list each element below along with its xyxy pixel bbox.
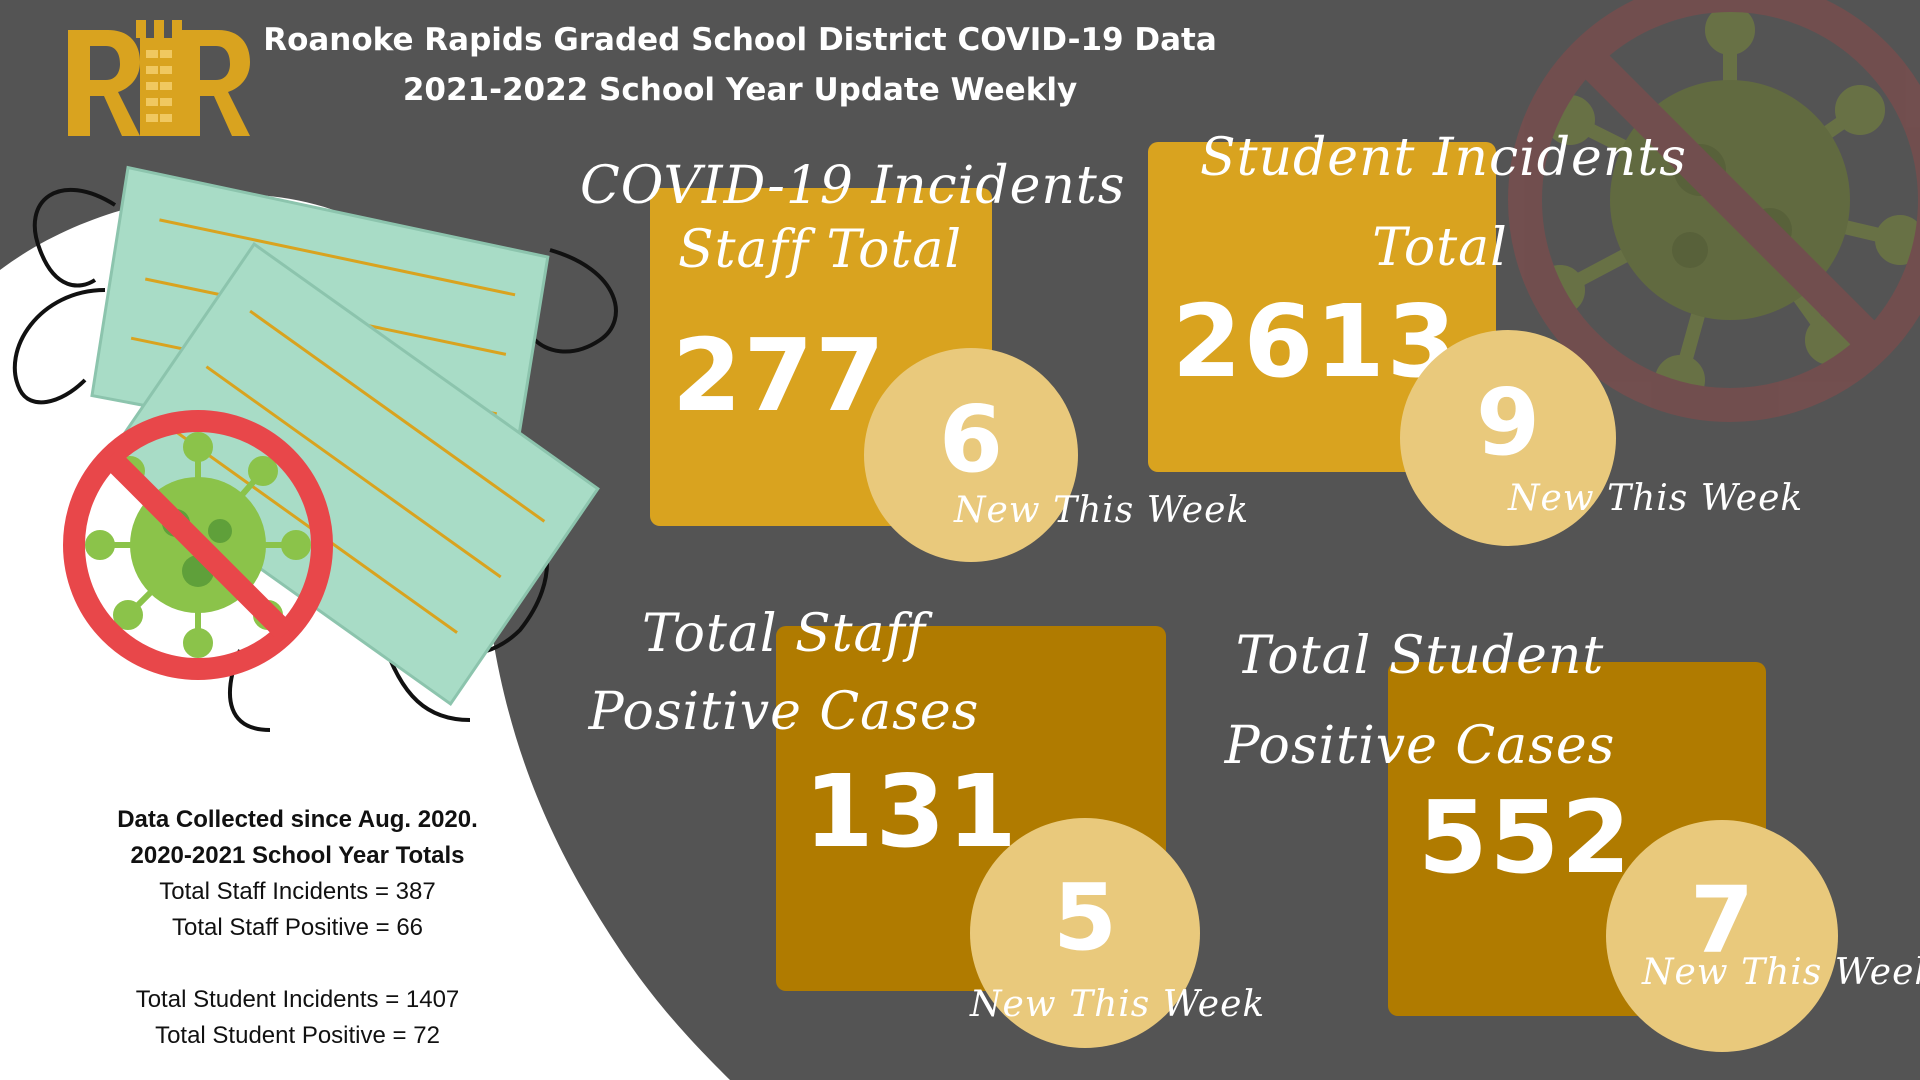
staff-positive-new-circle: 5 xyxy=(970,818,1200,1048)
student-incidents-new-count: 9 xyxy=(1475,369,1540,476)
staff-incidents-new-count: 6 xyxy=(938,386,1003,493)
staff-incidents-total: 277 xyxy=(672,317,887,434)
student-positive-new-label: New This Week xyxy=(1642,952,1920,993)
staff-incidents-new-circle: 6 xyxy=(864,348,1078,562)
page-subtitle: 2021-2022 School Year Update Weekly xyxy=(402,72,1078,108)
student-incidents-new-label: New This Week xyxy=(1508,478,1804,519)
student-incidents-new-circle: 9 xyxy=(1400,330,1616,546)
student-positive-title-line1: Total Student xyxy=(1235,626,1605,686)
staff-positive-new-count: 5 xyxy=(1052,864,1117,971)
student-incidents-total: 2613 xyxy=(1172,283,1459,400)
staff-incidents-new-label: New This Week xyxy=(954,490,1250,531)
staff-incidents-title-line2: Staff Total xyxy=(677,220,963,280)
student-positive-new-count: 7 xyxy=(1689,867,1754,974)
student-incidents-title-line1: Student Incidents xyxy=(1200,128,1687,188)
prior-year-totals: Data Collected since Aug. 2020. 2020-202… xyxy=(40,802,555,1054)
page-title: Roanoke Rapids Graded School District CO… xyxy=(263,22,1217,58)
prior-staff-positive: Total Staff Positive = 66 xyxy=(171,914,424,941)
no-virus-icon xyxy=(63,410,333,680)
staff-positive-title-line2: Positive Cases xyxy=(588,682,980,742)
staff-positive-total: 131 xyxy=(804,753,1019,870)
student-positive-new-circle: 7 xyxy=(1606,820,1838,1052)
student-positive-title-line2: Positive Cases xyxy=(1224,716,1616,776)
student-positive-total: 552 xyxy=(1418,779,1633,896)
staff-positive-title-line1: Total Staff xyxy=(641,604,927,664)
prior-year-subheading: 2020-2021 School Year Totals xyxy=(130,842,465,869)
face-mask-icon xyxy=(13,165,618,732)
no-virus-watermark-icon xyxy=(1508,0,1920,422)
staff-positive-new-label: New This Week xyxy=(970,984,1266,1025)
prior-student-positive: Total Student Positive = 72 xyxy=(155,1022,440,1049)
prior-staff-incidents: Total Staff Incidents = 387 xyxy=(159,878,436,905)
district-logo xyxy=(68,20,250,136)
student-incidents-title-line2: Total xyxy=(1372,218,1508,278)
prior-student-incidents: Total Student Incidents = 1407 xyxy=(135,986,460,1013)
prior-year-heading: Data Collected since Aug. 2020. xyxy=(117,806,478,833)
spacer xyxy=(40,946,555,982)
staff-incidents-title-line1: COVID-19 Incidents xyxy=(580,156,1126,216)
